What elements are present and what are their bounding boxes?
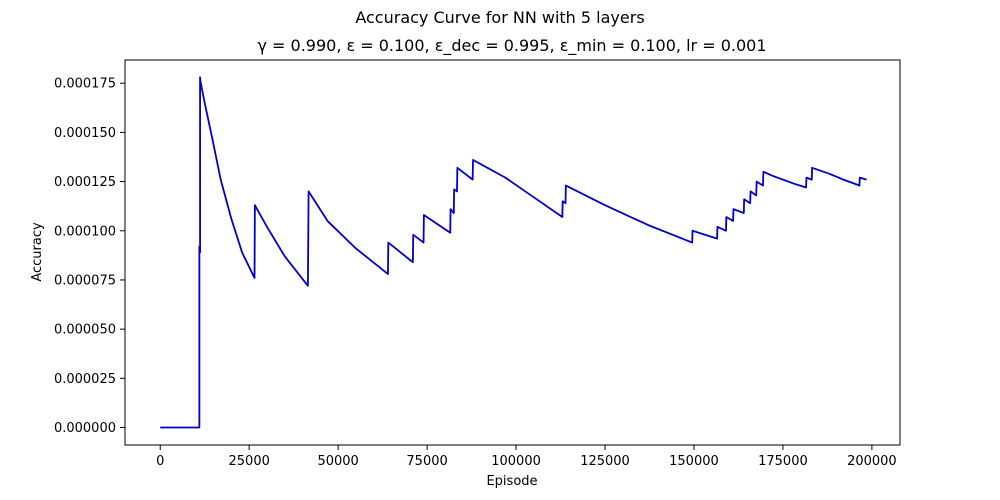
x-axis-label: Episode xyxy=(486,474,537,489)
x-tick-label: 200000 xyxy=(847,454,897,469)
x-tick-label: 100000 xyxy=(491,454,541,469)
x-tick-label: 0 xyxy=(156,454,164,469)
y-tick-label: 0.000175 xyxy=(54,77,116,92)
x-tick-label: 75000 xyxy=(406,454,447,469)
y-axis-label: Accuracy xyxy=(30,222,45,282)
x-tick-label: 150000 xyxy=(669,454,719,469)
y-tick-label: 0.000050 xyxy=(54,323,116,338)
x-tick-label: 50000 xyxy=(317,454,358,469)
chart-subtitle: γ = 0.990, ε = 0.100, ε_dec = 0.995, ε_m… xyxy=(257,36,766,56)
x-tick-label: 25000 xyxy=(229,454,270,469)
y-tick-label: 0.000150 xyxy=(54,126,116,141)
x-axis: 0 25000 50000 75000 100000 125000 150000 175000… xyxy=(156,445,897,469)
y-tick-label: 0.000125 xyxy=(54,175,116,190)
y-tick-label: 0.000100 xyxy=(54,224,116,239)
y-tick-label: 0.000025 xyxy=(54,372,116,387)
chart-title: Accuracy Curve for NN with 5 layers xyxy=(355,8,644,27)
y-tick-label: 0.000075 xyxy=(54,273,116,288)
plot-frame xyxy=(124,59,901,446)
x-tick-label: 175000 xyxy=(758,454,808,469)
x-tick-label: 125000 xyxy=(580,454,630,469)
accuracy-line xyxy=(160,76,867,429)
y-tick-label: 0.000000 xyxy=(54,421,116,436)
y-axis: 0.000000 0.000025 0.000050 0.000075 0.000100… xyxy=(54,77,125,436)
